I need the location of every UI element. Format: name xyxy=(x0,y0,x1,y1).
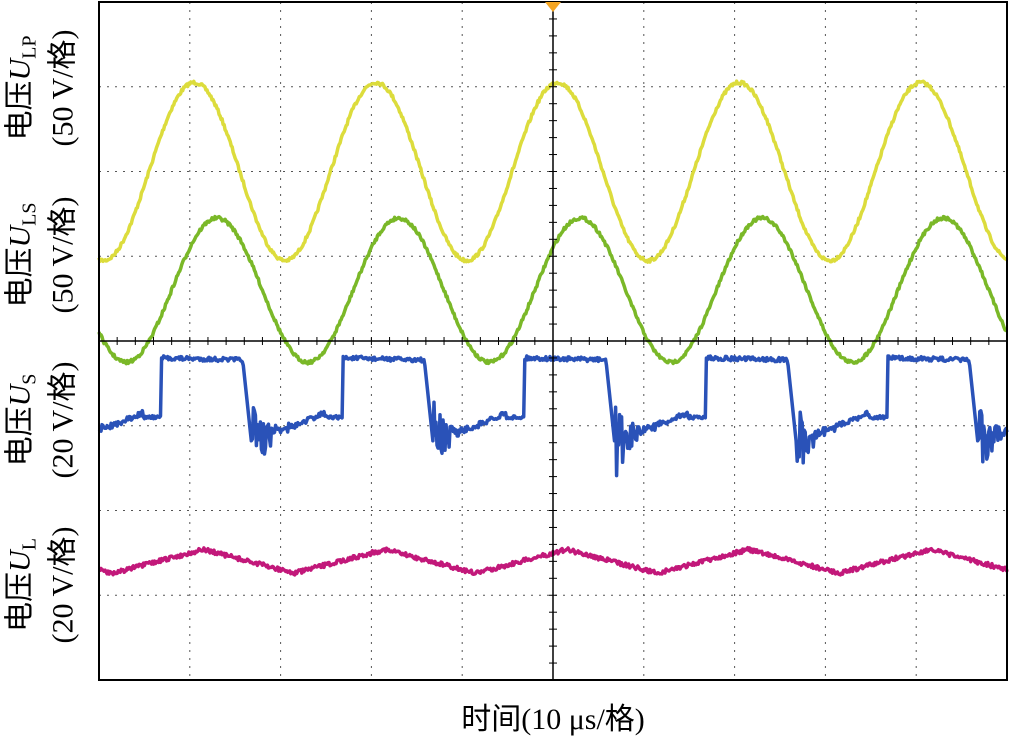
y-label-uls: 电压ULS (50 V/格) xyxy=(3,196,80,314)
y-label-ul: 电压UL (20 V/格) xyxy=(3,526,80,644)
plot-frame xyxy=(98,1,1008,681)
trigger-marker xyxy=(545,2,561,12)
y-label-ulp: 电压ULP (50 V/格) xyxy=(3,29,80,147)
y-label-us: 电压US (20 V/格) xyxy=(3,361,80,479)
x-axis-label: 时间(10 μs/格) xyxy=(461,703,645,736)
